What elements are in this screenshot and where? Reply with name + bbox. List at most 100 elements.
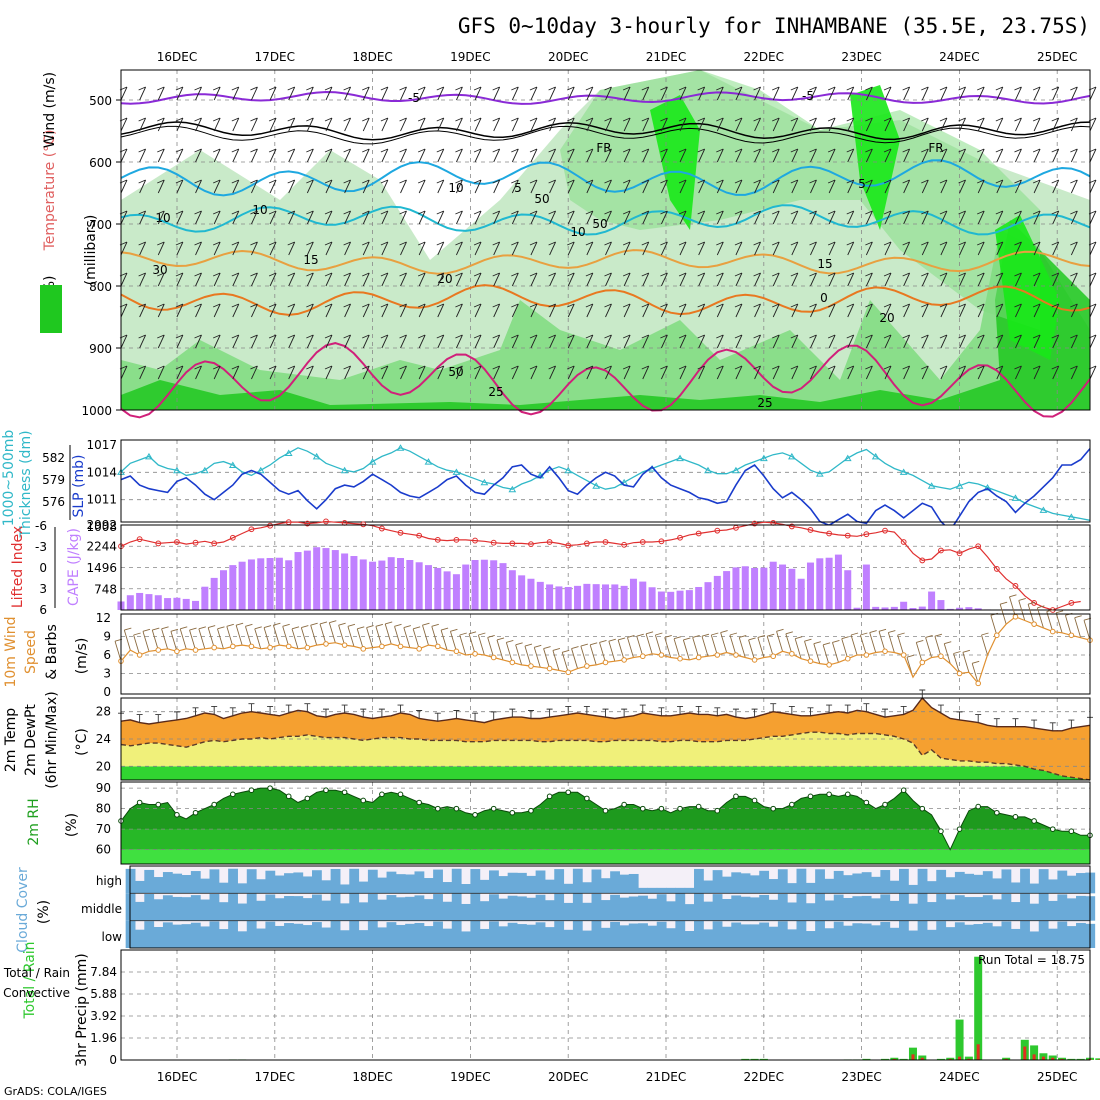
upper-wind-barb	[343, 86, 352, 101]
upper-wind-barb	[921, 241, 929, 256]
upper-wind-barb	[753, 272, 761, 287]
upper-wind-barb	[194, 334, 202, 349]
cloud-cover-bar	[572, 868, 583, 894]
cloud-cover-bar	[675, 920, 686, 948]
temp2m-minmax-bar	[937, 704, 944, 714]
upper-wind-barb	[473, 210, 482, 225]
cloud-cover-bar	[293, 923, 304, 948]
lifted-index-point	[267, 522, 273, 529]
cloud-cover-bar	[852, 896, 863, 921]
upper-wind-barb	[175, 179, 184, 194]
upper-wind-barb	[958, 272, 966, 287]
upper-wind-barb	[641, 148, 650, 163]
rh2m-point	[900, 787, 907, 794]
cape-bar	[145, 594, 153, 610]
upper-wind-barb	[902, 365, 911, 380]
upper-wind-barb	[473, 117, 482, 132]
upper-wind-barb	[1032, 241, 1041, 256]
cape-bar	[816, 558, 824, 610]
upper-wind-barb	[268, 86, 277, 101]
contour-label: 5	[514, 181, 522, 195]
cloud-cover-bar	[312, 922, 322, 948]
lifted-index-point	[192, 539, 199, 546]
cloud-cover-bar	[992, 878, 1002, 894]
cloud-cover-bar	[964, 924, 975, 948]
wind10-barb	[533, 644, 542, 668]
upper-wind-barb	[343, 334, 352, 349]
upper-wind-barb	[660, 241, 668, 256]
upper-wind-barb	[585, 334, 594, 349]
upper-wind-barb	[977, 86, 985, 101]
cloud-cover-bar	[871, 925, 881, 948]
wind10-speed-point	[956, 670, 963, 677]
cloud-cover-bar	[982, 871, 993, 894]
upper-wind-barb	[194, 210, 202, 225]
upper-wind-barb	[306, 334, 314, 349]
cape-bar	[359, 559, 367, 610]
upper-wind-barb	[287, 210, 296, 225]
wind10-barb	[347, 623, 356, 647]
upper-wind-barb	[883, 210, 892, 225]
wind10-barb	[477, 632, 486, 656]
wind10-barb	[729, 632, 738, 656]
upper-wind-barb	[865, 117, 873, 132]
wind10-barb	[1055, 610, 1064, 633]
lifted-index-point	[695, 530, 702, 537]
wind10-barb	[449, 628, 458, 652]
upper-wind-barb	[939, 303, 948, 318]
li-tick-label: 6	[39, 603, 47, 617]
upper-wind-barb	[212, 210, 221, 225]
cape-bar	[331, 550, 339, 610]
upper-wind-barb	[772, 365, 780, 380]
temp2m-minmax-bar	[770, 703, 777, 712]
cape-bar	[974, 608, 982, 610]
bottom-day-label: 16DEC	[157, 1070, 197, 1084]
cloud-cover-bar	[600, 927, 611, 948]
upper-wind-barb	[380, 210, 389, 225]
wind10-barb	[142, 628, 151, 652]
cloud-cover-bar	[684, 887, 695, 894]
upper-wind-barb	[1032, 86, 1041, 101]
contour-label: 5	[858, 177, 866, 191]
upper-wind-barb	[250, 86, 258, 101]
upper-wind-barb	[212, 241, 221, 256]
upper-wind-barb	[604, 86, 612, 101]
cloud-cover-bar	[395, 897, 406, 921]
upper-wind-barb	[585, 148, 594, 163]
rh-shade-region	[121, 220, 1090, 410]
wind10-barb	[282, 623, 290, 647]
cloud-cover-bar	[740, 924, 751, 948]
upper-wind-barb	[641, 86, 650, 101]
wind10-speed-point	[733, 652, 739, 658]
wind10-barb	[263, 625, 272, 648]
wind10-barb	[1074, 615, 1082, 638]
upper-wind-barb	[678, 86, 687, 101]
cloud-cover-bar	[125, 868, 136, 894]
cloud-cover-bar	[1020, 868, 1030, 894]
cloud-cover-bar	[237, 931, 248, 948]
cape-tick-label: 2992	[86, 518, 117, 532]
wind10-barb	[599, 639, 607, 663]
cloud-cover-bar	[209, 893, 220, 921]
upper-wind-barb	[138, 241, 147, 256]
temp2m-green-band	[121, 766, 1090, 780]
lifted-index-point	[863, 531, 870, 538]
thickness-point	[676, 454, 684, 462]
wind10-barb	[123, 627, 132, 651]
cloud-cover-bar	[125, 893, 136, 921]
upper-wind-barb	[846, 117, 855, 132]
upper-wind-barb	[194, 365, 202, 380]
lifted-index-point	[919, 557, 926, 564]
cape-bar	[909, 608, 917, 610]
upper-wind-barb	[1032, 210, 1041, 225]
temp2m-minmax-bar	[565, 705, 572, 715]
temp-contour-20	[120, 284, 1091, 316]
wind10-barb	[804, 638, 812, 662]
temp2m-minmax-bar	[229, 707, 236, 716]
cloud-cover-bar	[246, 869, 257, 894]
upper-wind-barb	[1014, 179, 1022, 194]
thickness-point	[760, 454, 768, 462]
upper-wind-barb	[380, 241, 389, 256]
upper-wind-barb	[827, 117, 836, 132]
wind10-barb	[310, 622, 318, 646]
